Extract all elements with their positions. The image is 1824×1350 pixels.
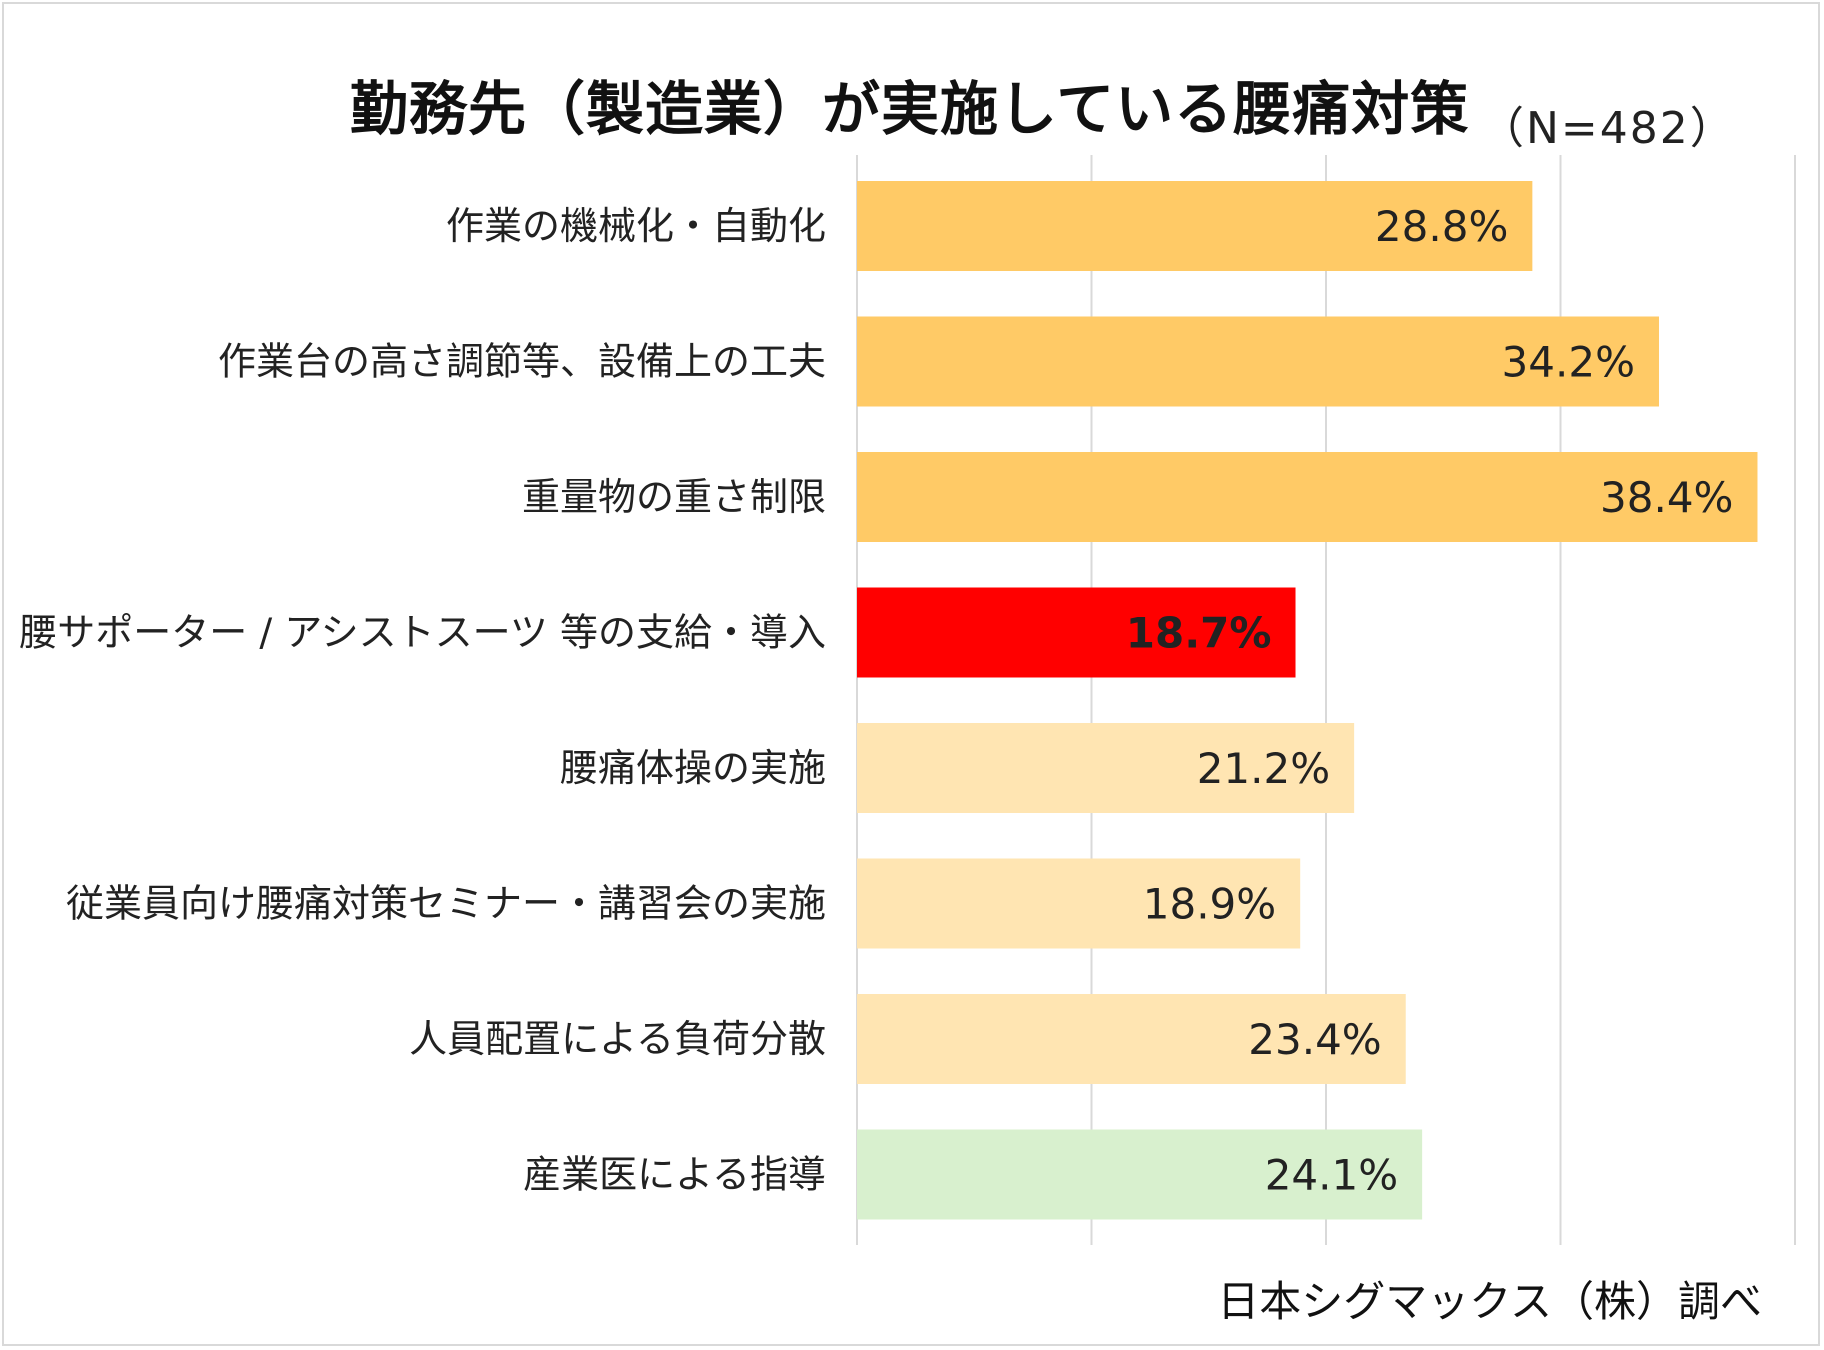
category-label: 重量物の重さ制限 — [522, 475, 826, 519]
bar — [857, 1129, 1423, 1220]
bar — [857, 181, 1533, 271]
value-label: 23.4% — [1248, 1015, 1381, 1064]
bars — [857, 181, 1758, 1220]
bar — [857, 452, 1758, 542]
category-labels: 作業の機械化・自動化作業台の高さ調節等、設備上の工夫重量物の重さ制限腰サポーター… — [19, 204, 826, 1197]
bar — [857, 587, 1296, 678]
category-label: 腰痛体操の実施 — [560, 746, 826, 790]
value-label: 18.9% — [1143, 880, 1276, 929]
source-note: 日本シグマックス（株）調べ — [1217, 1277, 1762, 1326]
value-label: 34.2% — [1502, 338, 1635, 387]
bar — [857, 994, 1406, 1084]
chart-title: 勤務先（製造業）が実施している腰痛対策 — [350, 75, 1470, 143]
category-label: 腰サポーター / アシストスーツ 等の支給・導入 — [19, 611, 826, 655]
value-label: 21.2% — [1197, 744, 1330, 793]
bar — [857, 858, 1301, 949]
bar — [857, 723, 1355, 813]
category-label: 産業医による指導 — [523, 1153, 826, 1197]
category-label: 人員配置による負荷分散 — [409, 1017, 826, 1061]
value-label: 24.1% — [1265, 1151, 1398, 1200]
category-label: 従業員向け腰痛対策セミナー・講習会の実施 — [66, 882, 826, 926]
value-label: 28.8% — [1375, 202, 1508, 251]
value-label: 18.7% — [1126, 609, 1272, 658]
category-label: 作業の機械化・自動化 — [446, 204, 826, 248]
value-labels: 28.8% 34.2% 38.4% 18.7% 21.2% 18.9% 23.4% 24.1% — [1126, 202, 1734, 1200]
bar — [857, 316, 1659, 407]
value-label: 38.4% — [1600, 473, 1733, 522]
category-label: 作業台の高さ調節等、設備上の工夫 — [218, 340, 826, 384]
chart-subtitle: （N=482） — [1480, 103, 1736, 154]
